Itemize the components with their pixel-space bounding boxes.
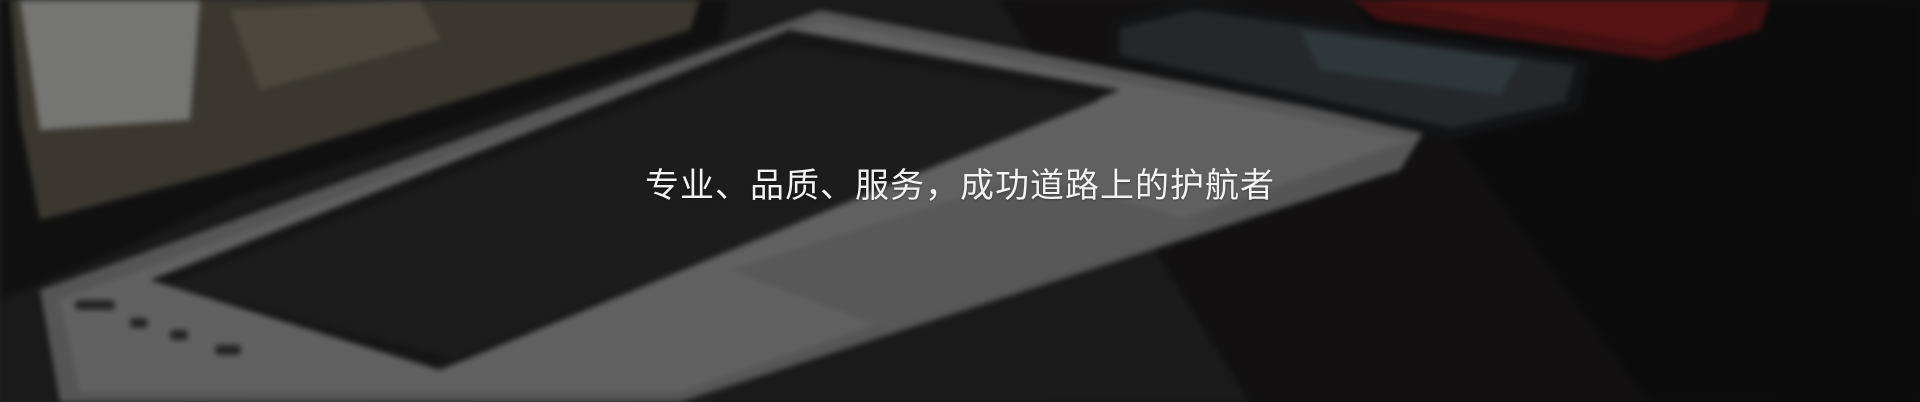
banner-tagline: 专业、品质、服务，成功道路上的护航者	[645, 166, 1275, 206]
